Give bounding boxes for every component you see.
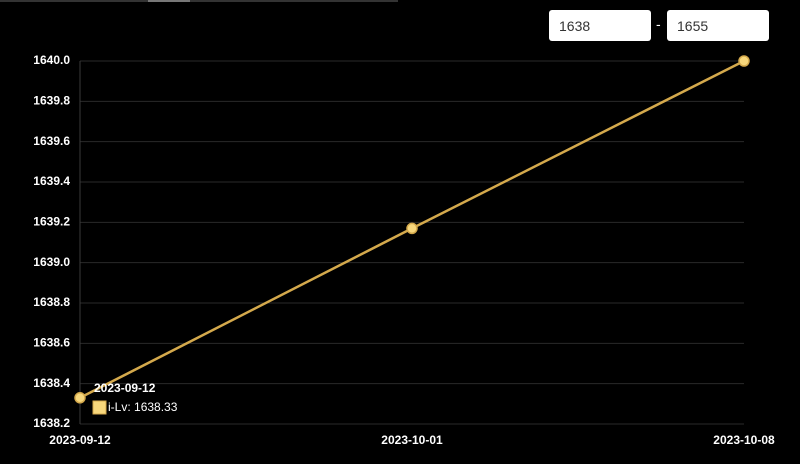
- tooltip-value: 1638.33: [134, 400, 178, 414]
- x-tick-label: 2023-10-08: [713, 433, 775, 447]
- y-tick-label: 1639.6: [33, 134, 70, 148]
- y-tick-label: 1639.0: [33, 255, 70, 269]
- x-tick-label: 2023-10-01: [381, 433, 443, 447]
- tooltip-title: 2023-09-12: [94, 381, 156, 395]
- y-tick-label: 1638.6: [33, 336, 70, 350]
- tooltip-swatch: [92, 400, 107, 415]
- x-tick-label: 2023-09-12: [49, 433, 111, 447]
- range-min-input[interactable]: 1638: [549, 10, 651, 41]
- active-tab[interactable]: [148, 0, 190, 2]
- range-max-input[interactable]: 1655: [667, 10, 769, 41]
- y-tick-label: 1639.2: [33, 215, 70, 229]
- data-point: [74, 392, 86, 404]
- tooltip-separator: :: [127, 400, 134, 414]
- range-separator: -: [656, 16, 661, 32]
- y-tick-label: 1640.0: [33, 53, 70, 67]
- tab-bar: [0, 0, 398, 2]
- tooltip-series-name: i-Lv: [108, 400, 127, 414]
- y-tick-label: 1639.8: [33, 94, 70, 108]
- y-tick-label: 1638.4: [33, 376, 70, 390]
- data-point: [738, 55, 750, 67]
- y-tick-label: 1638.2: [33, 416, 70, 430]
- tooltip: 2023-09-12 i-Lv: 1638.33: [92, 381, 178, 415]
- data-point: [406, 222, 418, 235]
- y-tick-label: 1638.8: [33, 295, 70, 309]
- tooltip-text: i-Lv: 1638.33: [108, 400, 178, 414]
- y-tick-label: 1639.4: [33, 174, 70, 188]
